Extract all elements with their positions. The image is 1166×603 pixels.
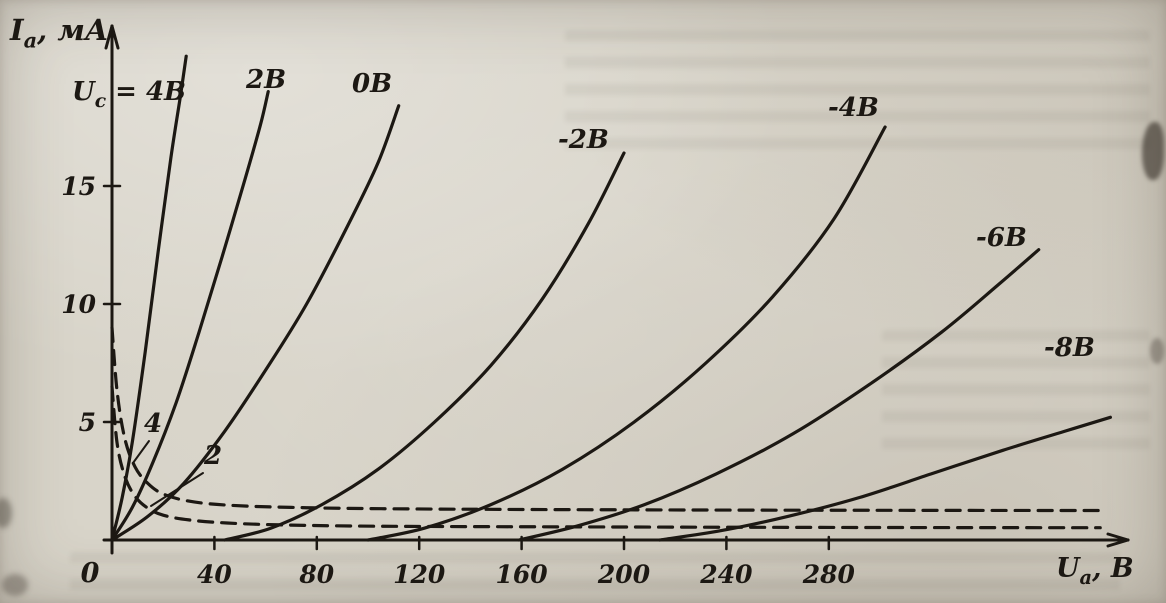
leader-line	[150, 472, 204, 507]
y-axis-arrow	[110, 24, 120, 50]
origin-label: 0	[81, 558, 100, 589]
leader-line	[132, 440, 150, 464]
x-tick-label: 80	[298, 560, 334, 589]
x-tick-label: 280	[802, 560, 856, 589]
curve-label-dashed-curve-4: 4	[144, 409, 162, 439]
x-axis-arrow	[1106, 538, 1130, 548]
curve-dashed-curve-2	[110, 385, 1102, 530]
x-tick-label: 240	[699, 560, 753, 589]
curve-uc-minus-2v	[223, 151, 626, 542]
curve-label-uc-minus-8v: -8В	[1044, 333, 1095, 363]
curve-label-uc-minus-4v: -4В	[828, 93, 879, 123]
y-axis-label: Iа, мА	[9, 13, 109, 53]
curve-label-uc-minus-6v: -6В	[976, 223, 1027, 253]
curve-uc-minus-8v	[658, 415, 1112, 542]
x-tick-label: 200	[597, 560, 651, 589]
curve-uc-0v	[110, 104, 401, 542]
curve-label-uc-minus-2v: -2В	[558, 125, 609, 155]
x-tick-label: 160	[496, 560, 549, 589]
y-tick-label: 5	[79, 408, 96, 437]
curve-uc-plus-2v	[110, 90, 270, 542]
curve-dashed-curve-4	[110, 326, 1102, 513]
curve-label-dashed-curve-2: 2	[203, 441, 222, 471]
x-axis-arrow	[1106, 532, 1130, 542]
curve-uc-plus-4v	[110, 54, 188, 542]
y-axis-arrow	[104, 24, 114, 50]
curve-label-uc-plus-4v: Uс = 4В	[72, 77, 186, 112]
curve-uc-minus-4v	[366, 125, 887, 542]
x-tick-label: 40	[197, 560, 232, 589]
curve-label-uc-plus-2v: 2В	[245, 65, 286, 95]
y-tick-label: 15	[61, 172, 96, 201]
curve-uc-minus-6v	[517, 248, 1041, 542]
curve-label-uc-0v: 0В	[352, 69, 392, 99]
x-tick-label: 120	[393, 560, 446, 589]
y-tick-label: 10	[61, 290, 96, 319]
x-axis-label: Uа, В	[1056, 553, 1134, 589]
